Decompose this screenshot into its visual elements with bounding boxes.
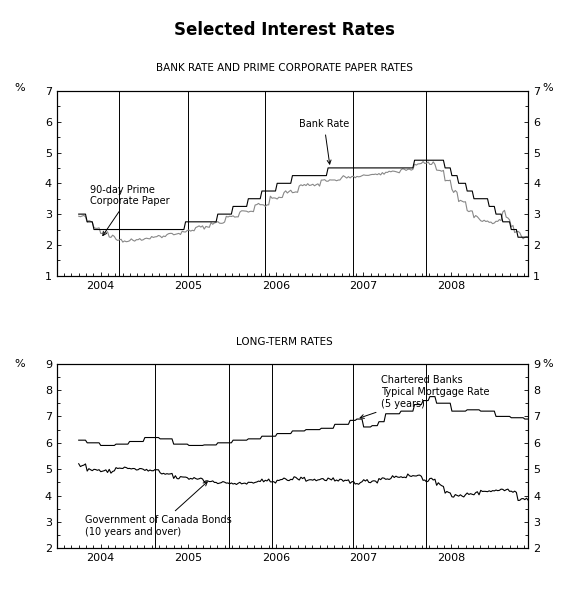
Text: BANK RATE AND PRIME CORPORATE PAPER RATES: BANK RATE AND PRIME CORPORATE PAPER RATE… — [156, 63, 412, 73]
Text: %: % — [15, 359, 25, 368]
Text: Chartered Banks
Typical Mortgage Rate
(5 years): Chartered Banks Typical Mortgage Rate (5… — [360, 376, 490, 418]
Text: Government of Canada Bonds
(10 years and over): Government of Canada Bonds (10 years and… — [85, 482, 232, 537]
Text: Bank Rate: Bank Rate — [299, 119, 349, 164]
Text: LONG-TERM RATES: LONG-TERM RATES — [236, 338, 332, 347]
Text: %: % — [543, 359, 553, 368]
Text: 90-day Prime
Corporate Paper: 90-day Prime Corporate Paper — [90, 185, 170, 236]
Text: %: % — [543, 83, 553, 93]
Text: Selected Interest Rates: Selected Interest Rates — [174, 21, 394, 39]
Text: %: % — [15, 83, 25, 93]
